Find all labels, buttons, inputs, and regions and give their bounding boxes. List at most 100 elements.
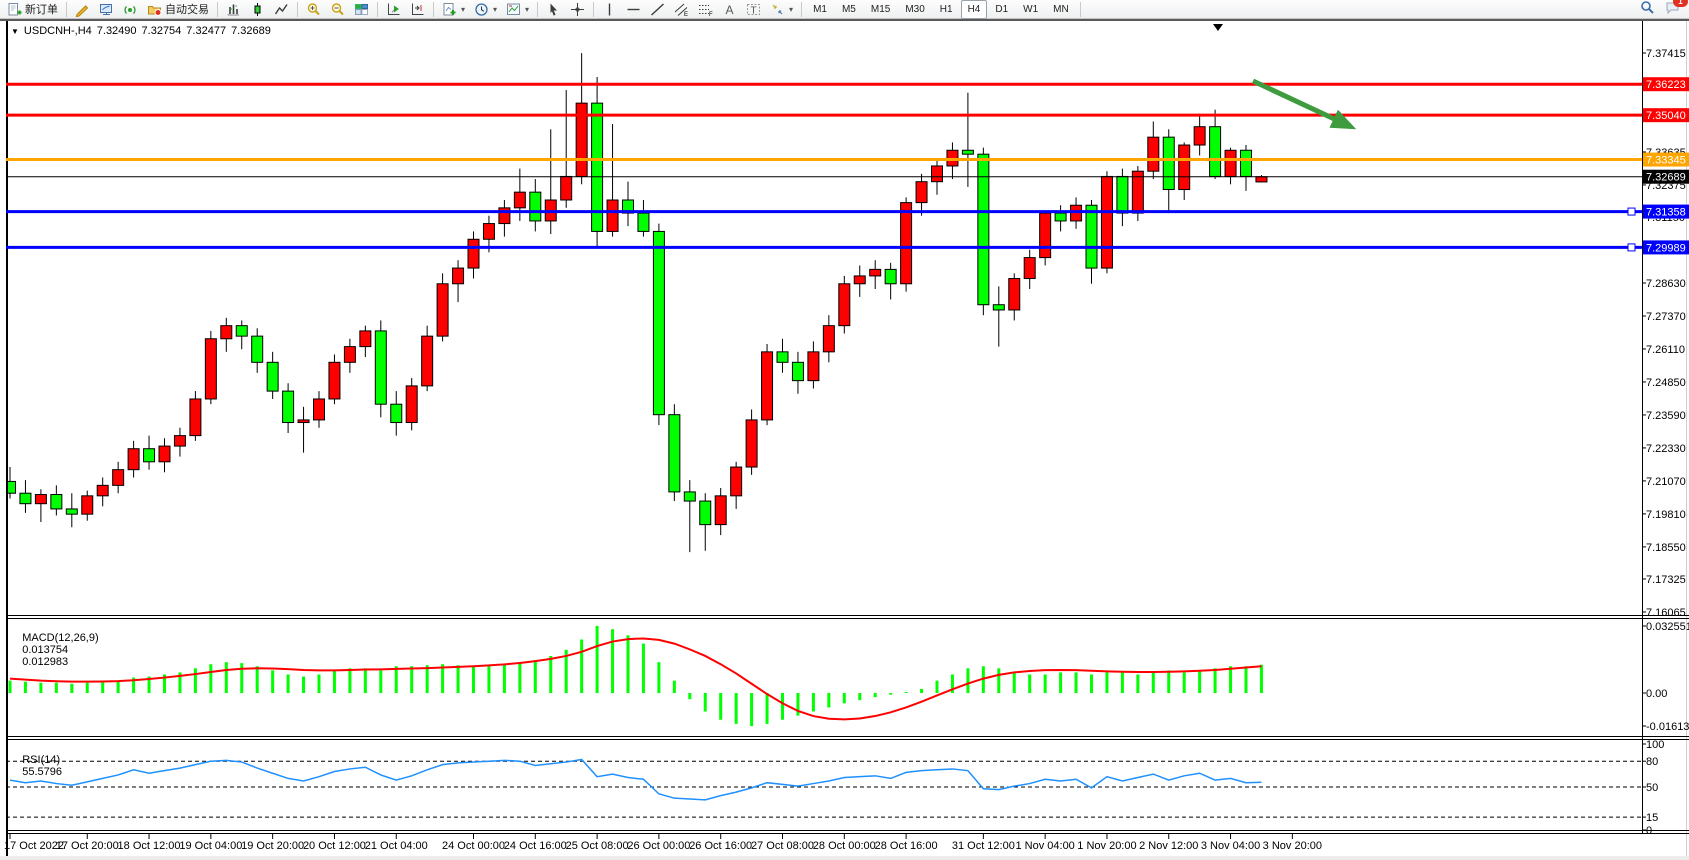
chevron-down-icon[interactable]: ▾ (493, 4, 498, 14)
timeframe-button-m5[interactable]: M5 (841, 3, 856, 15)
time-axis-label: 3 Nov 20:00 (1263, 840, 1322, 852)
rsi-tick-label: 100 (1646, 739, 1664, 751)
autotrading-button[interactable]: 自动交易 (143, 0, 213, 19)
clock-icon (474, 2, 489, 17)
candle-body (853, 275, 866, 285)
price-level-badge (1643, 152, 1689, 167)
timeframe-button-mn[interactable]: MN (1053, 3, 1069, 15)
macd-indicator-label: MACD(12,26,9) 0.013754 0.012983 (10, 620, 98, 680)
candle-body (143, 448, 156, 463)
new-order-button-label: 新订单 (25, 4, 58, 16)
arrows-icon (770, 2, 785, 17)
candle-body (1116, 175, 1129, 214)
candle-body (251, 335, 264, 363)
price-level-badge-text: 7.32689 (1646, 172, 1686, 184)
time-axis-label: 26 Oct 00:00 (627, 840, 690, 852)
candle-body (776, 351, 789, 363)
line-handle[interactable] (1627, 243, 1636, 252)
window-top-border (0, 19, 1689, 21)
hline-icon (626, 2, 641, 17)
toolbar-separator (537, 1, 539, 17)
candle-body (405, 385, 418, 424)
price-level-badge (1643, 204, 1689, 219)
equidistant-channel-button[interactable]: E (670, 0, 693, 19)
timeframe-button-d1[interactable]: D1 (995, 3, 1009, 15)
fibonacci-button[interactable]: F (694, 0, 717, 19)
candle-body (498, 207, 511, 225)
signals-button[interactable] (119, 0, 142, 19)
chartplus-icon (442, 2, 457, 17)
svg-text:F: F (709, 12, 713, 17)
highlighter-button[interactable] (71, 0, 94, 19)
price-level-badge (1643, 240, 1689, 255)
add-indicator-button[interactable]: ▾ (438, 0, 469, 19)
price-level-badge (1643, 108, 1689, 123)
chevron-down-icon[interactable]: ▾ (789, 4, 794, 14)
candle-body (529, 191, 542, 222)
arrows-button[interactable]: ▾ (766, 0, 797, 19)
timeframe-button-h4[interactable]: H4 (960, 0, 988, 19)
docplus-icon (7, 2, 22, 17)
pencil-icon (75, 2, 90, 17)
vertical-line-button[interactable] (598, 0, 621, 19)
zoomin-icon (306, 2, 321, 17)
candle-body (745, 419, 758, 468)
horizontal-line-button[interactable] (622, 0, 645, 19)
zoom-out-button[interactable] (326, 0, 349, 19)
chevron-down-icon[interactable]: ▾ (525, 4, 530, 14)
price-tick-label: 7.26110 (1646, 344, 1685, 356)
trend-arrow-object[interactable] (1251, 78, 1357, 130)
chevron-down-icon[interactable]: ▾ (461, 4, 466, 14)
line-chart-button[interactable] (270, 0, 293, 19)
candle-body (1070, 204, 1083, 222)
crosshair-button[interactable] (566, 0, 589, 19)
candle-body (1178, 144, 1191, 191)
candle-body (343, 346, 356, 363)
auto-scroll-button[interactable] (382, 0, 405, 19)
line-handle[interactable] (1627, 207, 1636, 216)
cursor-button[interactable] (542, 0, 565, 19)
template-button[interactable]: ▾ (502, 0, 533, 19)
timeframe-button-h1[interactable]: H1 (939, 3, 953, 15)
toolbar-separator (66, 1, 67, 17)
candle-body (158, 445, 171, 463)
chart-shift-button[interactable] (406, 0, 429, 19)
notifications-button[interactable]: 1 (1665, 0, 1688, 18)
chart-profile-button[interactable] (95, 0, 118, 19)
candle-body (699, 500, 712, 526)
chart-shift-marker[interactable] (1213, 24, 1223, 31)
candle-body (204, 338, 217, 400)
candle-body (652, 230, 665, 416)
timeframe-button-m1[interactable]: M1 (813, 3, 827, 15)
trendline-button[interactable] (646, 0, 669, 19)
candle-body (282, 390, 295, 424)
period-button[interactable]: ▾ (470, 0, 501, 19)
candlestick-chart-button[interactable] (246, 0, 269, 19)
price-tick-label: 7.24850 (1646, 377, 1686, 389)
bar-chart-button[interactable] (222, 0, 245, 19)
search-icon[interactable] (1640, 0, 1655, 18)
zoom-in-button[interactable] (302, 0, 325, 19)
text-button[interactable]: A (718, 0, 741, 19)
tile-windows-button[interactable] (350, 0, 373, 19)
toolbar-separator (593, 1, 595, 17)
notifications-badge: 1 (1673, 0, 1688, 7)
toolbar-separator (433, 1, 434, 17)
toolbar-right-group: 1 (1640, 0, 1688, 18)
new-order-button[interactable]: 新订单 (3, 0, 62, 19)
toolbar-separator (377, 1, 378, 17)
candle-body (1039, 212, 1052, 259)
monitor-icon (99, 2, 114, 17)
text-label-button[interactable]: T (742, 0, 765, 19)
timeframe-button-m15[interactable]: M15 (870, 3, 891, 15)
candle-body (19, 492, 32, 505)
timeframe-button-m30[interactable]: M30 (905, 3, 925, 15)
candle-body (65, 508, 78, 515)
timeframe-button-w1[interactable]: W1 (1023, 3, 1039, 15)
time-axis-label: 3 Nov 04:00 (1201, 840, 1260, 852)
candle-body (1085, 204, 1098, 269)
time-axis-label: 17 Oct 2022 (4, 840, 64, 852)
folder-icon (147, 2, 162, 17)
chart-title-caret-icon[interactable]: ▼ (11, 26, 19, 36)
